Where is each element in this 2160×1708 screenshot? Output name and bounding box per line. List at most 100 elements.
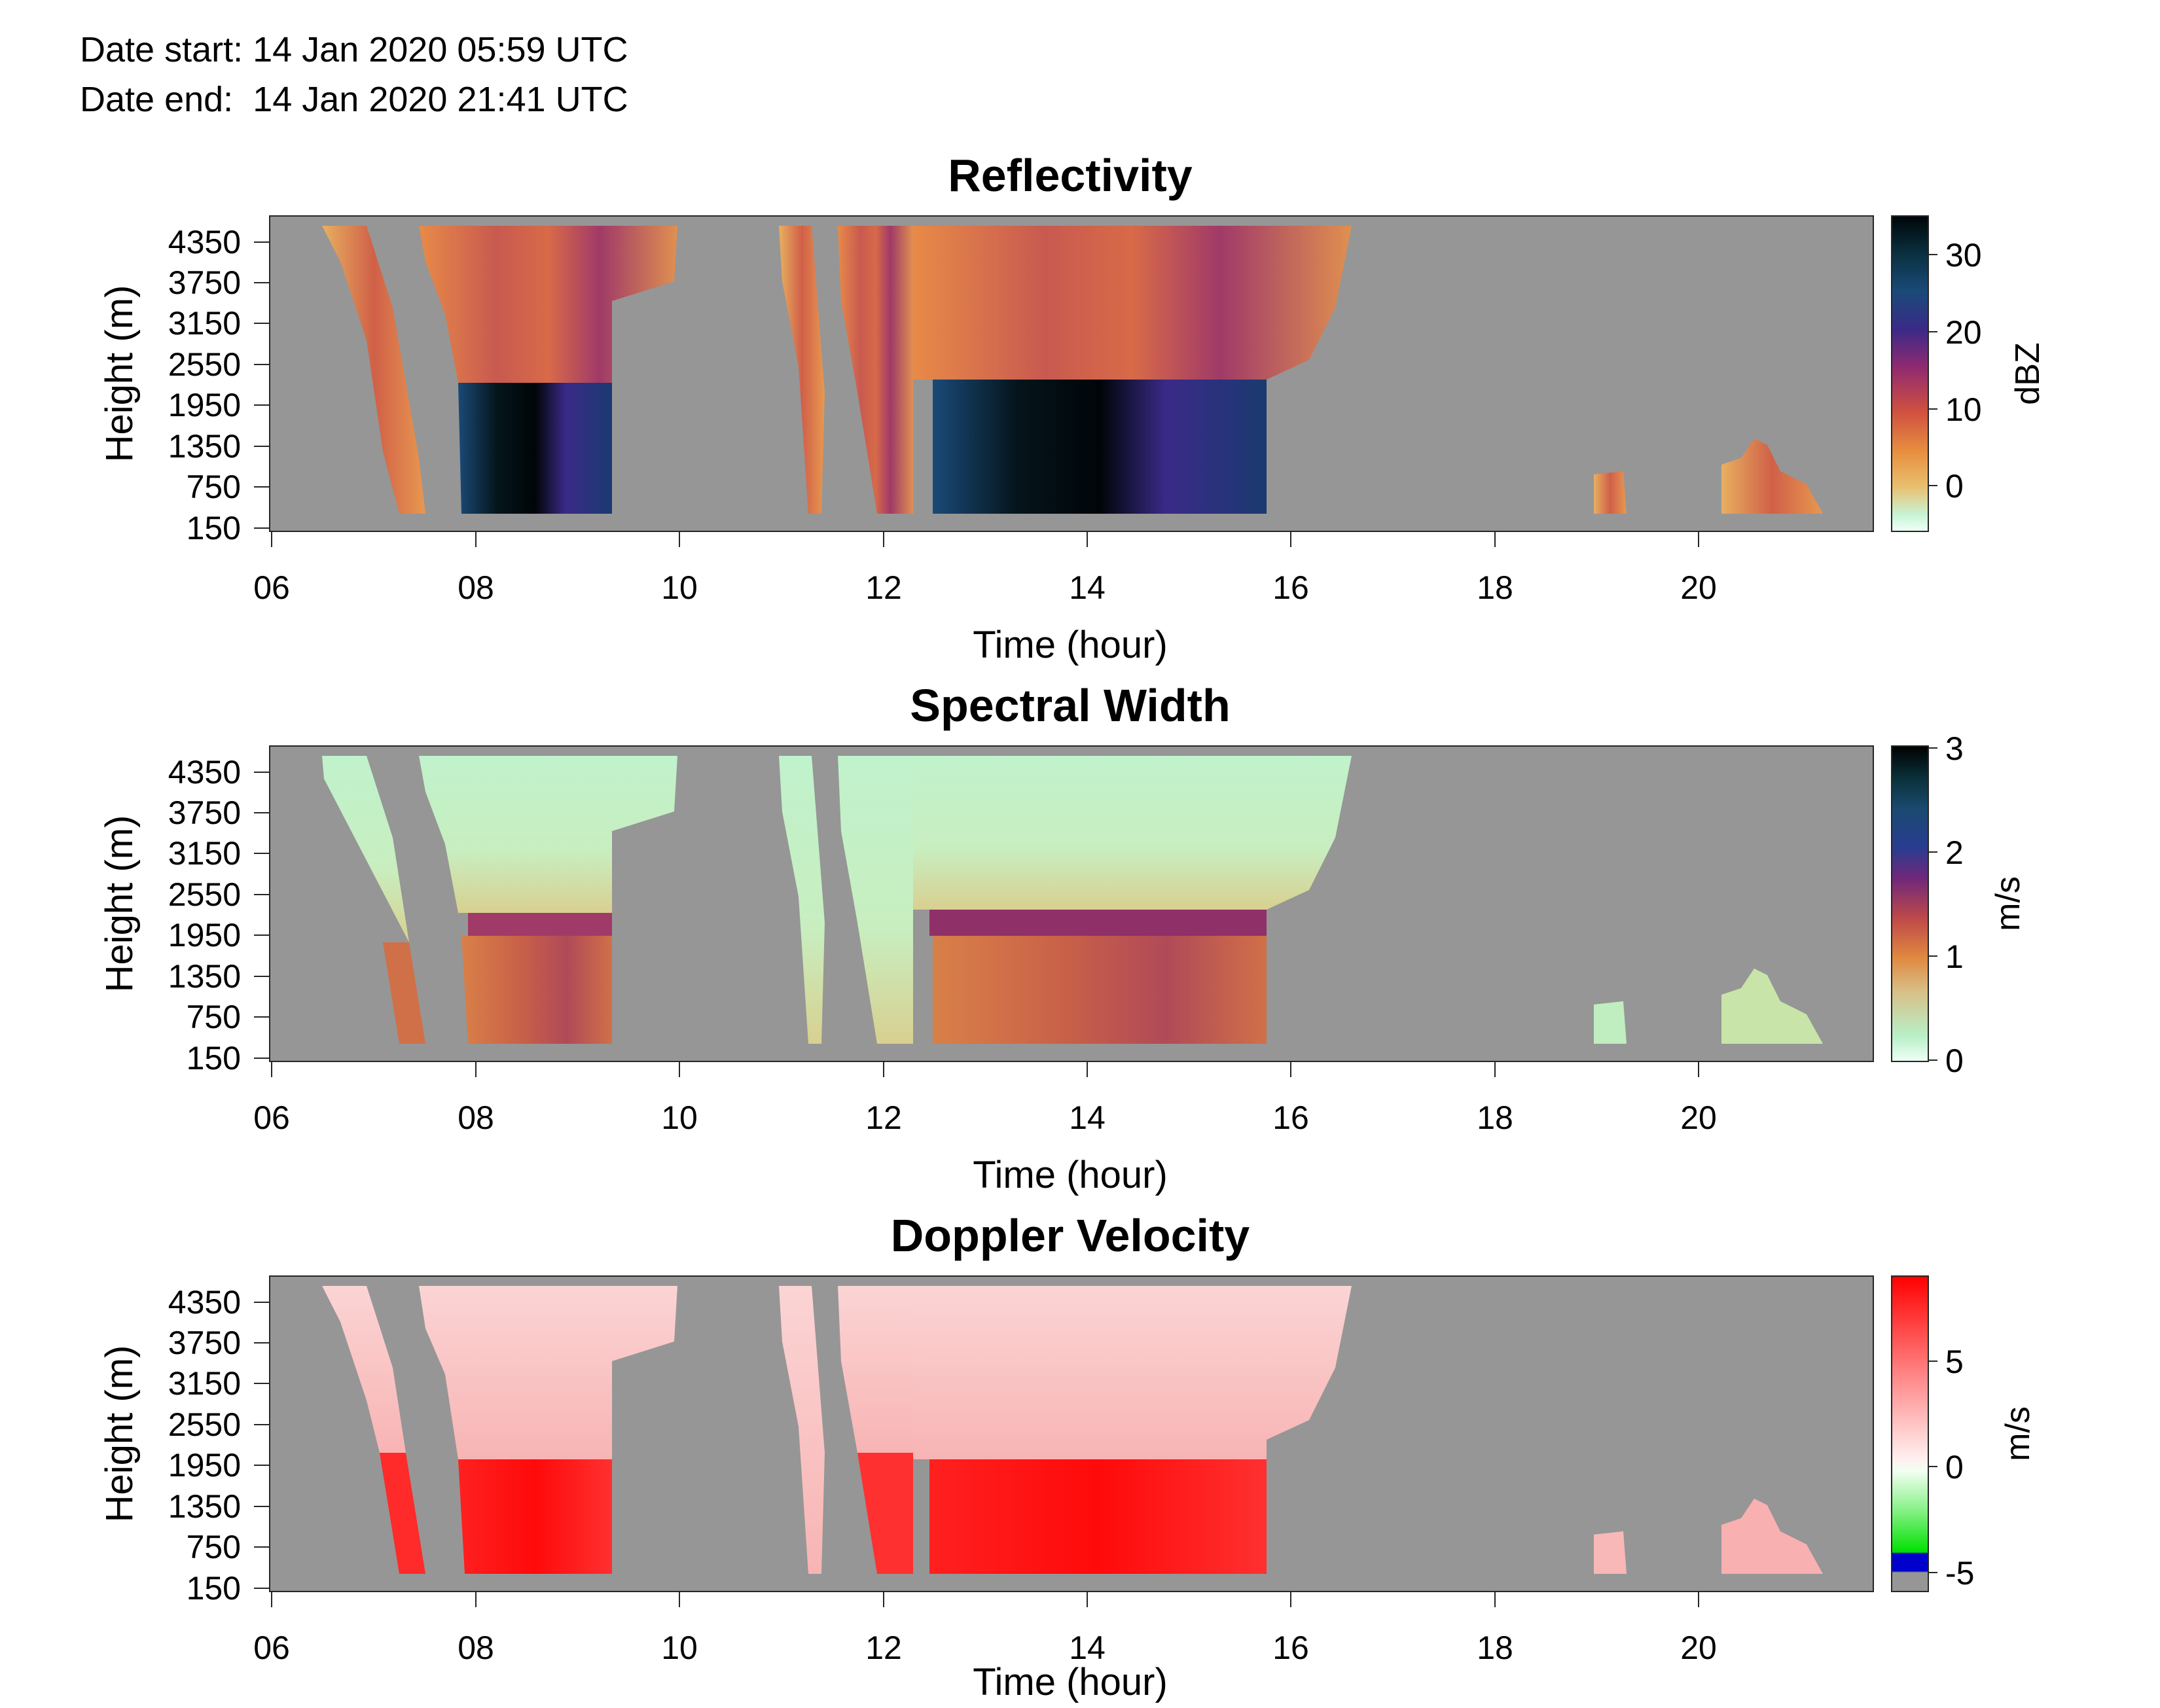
y-tick-label: 150 [187,1040,241,1076]
y-tick-label: 4350 [168,224,241,260]
date-end-label: Date end: [80,80,234,119]
x-tick-label: 08 [458,1629,494,1666]
y-tick-label: 4350 [168,754,241,791]
echo-region-7 [1721,438,1823,514]
x-tick-label: 12 [865,1629,902,1666]
colorbar-tick-label: 0 [1945,468,1964,505]
echo-region-5 [913,226,1352,380]
colorbar: 5 0 -5 m/s [1891,1275,2037,1592]
y-tick-label: 2550 [168,876,241,913]
y-axis-label: Height (m) [98,815,141,993]
y-tick-label: 3750 [168,264,241,301]
x-tick-label: 14 [1069,569,1106,606]
x-axis-label: Time (hour) [973,1661,1168,1703]
y-axis: 4350 3750 3150 2550 1950 1350 750 150 He… [98,746,270,1076]
x-tick-label: 14 [1069,1629,1106,1666]
colorbar-tick-label: 1 [1945,938,1964,975]
y-tick-labels: 4350 3750 3150 2550 1950 1350 750 150 [168,754,241,1076]
date-start-label: Date start: [80,30,243,69]
echo-region-5-lower [929,1459,1267,1574]
x-tick-label: 20 [1680,1629,1717,1666]
y-tick-labels: 4350 3750 3150 2550 1950 1350 750 150 [168,1284,241,1607]
x-tick-label: 10 [661,569,698,606]
colorbar-tick-label: 20 [1945,314,1982,351]
echo-band [929,910,1267,936]
colorbar-tick-label: 0 [1945,1042,1964,1079]
y-tick-label: 1350 [168,428,241,465]
x-axis-label: Time (hour) [973,1154,1168,1196]
echo-region-4 [838,226,913,514]
panel-spectral-width: Spectral Width 4350 3750 3150 2550 19 [98,680,2027,1196]
echo-region-2-lower [458,1459,612,1574]
x-tick-label: 10 [661,1629,698,1666]
echo-region-6 [1594,471,1627,514]
x-axis: 06 08 10 12 14 16 18 20 Time (hour) [253,1591,1873,1703]
y-tick-label: 750 [187,999,241,1035]
y-tick-label: 1950 [168,917,241,953]
colorbar-label: m/s [1999,1406,2037,1461]
colorbar-tick-label: 5 [1945,1343,1964,1380]
date-start-value: 14 Jan 2020 05:59 UTC [253,30,628,69]
echo-region-6 [1594,1531,1627,1574]
y-tick-labels: 4350 3750 3150 2550 1950 1350 750 150 [168,224,241,546]
x-tick-label: 10 [661,1099,698,1136]
colorbar-tick-label: 3 [1945,730,1964,767]
echo-region-1 [322,756,409,942]
colorbar: 30 20 10 0 dBZ [1891,215,2047,532]
x-tick-label: 12 [865,1099,902,1136]
echo-region-3 [779,226,825,514]
x-tick-label: 16 [1272,1099,1309,1136]
echo-region-2 [419,226,677,383]
colorbar-label: dBZ [2009,342,2047,404]
y-tick-label: 3150 [168,1365,241,1402]
echo-region-1-lower [383,942,425,1044]
y-tick-label: 1950 [168,387,241,423]
x-tick-labels: 06 08 10 12 14 16 18 20 [253,569,1717,606]
echo-region-6 [1594,1001,1627,1044]
panel-doppler-velocity: Doppler Velocity 4350 3750 3150 2550 195… [98,1210,2037,1703]
x-tick-label: 08 [458,569,494,606]
echo-region-1-lower [380,1453,425,1574]
y-tick-label: 3750 [168,794,241,831]
colorbar: 3 2 1 0 m/s [1891,730,2027,1079]
echo-region-2 [419,1286,677,1459]
echo-region-4-lower [857,1453,913,1574]
echo-region-5-lower [933,380,1267,514]
x-tick-label: 06 [253,569,290,606]
x-tick-label: 18 [1477,569,1513,606]
y-tick-label: 750 [187,469,241,505]
colorbar-label: m/s [1989,876,2027,931]
x-tick-labels: 06 08 10 12 14 16 18 20 [253,1099,1717,1136]
y-tick-label: 1350 [168,1488,241,1525]
x-tick-label: 12 [865,569,902,606]
x-tick-label: 14 [1069,1099,1106,1136]
echo-region-2-lower [461,936,612,1044]
colorbar-tick-label: 30 [1945,237,1982,274]
x-tick-label: 16 [1272,569,1309,606]
echo-region-4 [838,1286,913,1453]
echo-fill [322,226,1823,514]
echo-band [468,913,612,936]
echo-region-5 [913,756,1352,910]
x-tick-label: 18 [1477,1629,1513,1666]
y-tick-label: 750 [187,1529,241,1565]
echo-region-3 [779,1286,825,1574]
y-tick-label: 2550 [168,1406,241,1443]
echo-region-5 [913,1286,1352,1459]
x-tick-label: 18 [1477,1099,1513,1136]
echo-fill [322,1286,1823,1574]
echo-region-7 [1721,1499,1823,1574]
y-tick-label: 4350 [168,1284,241,1321]
colorbar-tick-label: -5 [1945,1555,1974,1592]
colorbar-tick-label: 2 [1945,834,1964,871]
echo-region-5-lower [933,936,1267,1044]
y-tick-label: 150 [187,510,241,546]
x-axis: 06 08 10 12 14 16 18 20 Time (hour) [253,531,1873,666]
colorbar-gradient [1891,1275,1929,1592]
y-axis: 4350 3750 3150 2550 1950 1350 750 150 He… [98,216,270,546]
date-header: Date start: 14 Jan 2020 05:59 UTC Date e… [80,25,628,124]
date-end-value: 14 Jan 2020 21:41 UTC [253,80,628,119]
date-start-row: Date start: 14 Jan 2020 05:59 UTC [80,25,628,75]
x-tick-label: 20 [1680,569,1717,606]
